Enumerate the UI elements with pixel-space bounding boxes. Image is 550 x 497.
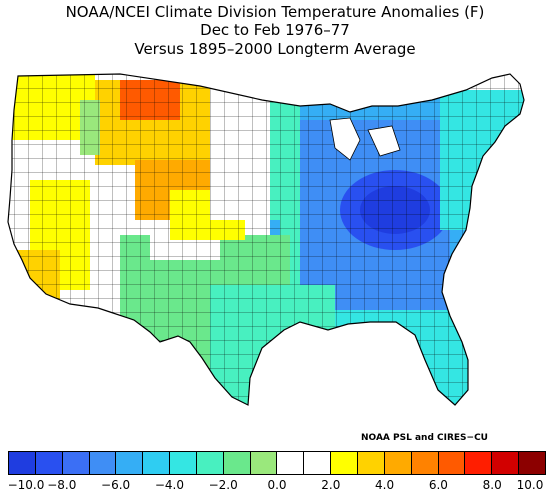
colorbar-swatch [357,452,385,474]
colorbar-swatch [438,452,466,474]
colorbar-tick-label: −8.0 [47,478,77,492]
colorbar-tick-label: −10.0 [7,478,45,492]
colorbar-swatch [89,452,117,474]
colorbar-swatch [116,452,144,474]
colorbar [8,451,546,475]
colorbar-ticks: −10.0 −8.0 −6.0 −4.0 −2.0 0.0 2.0 4.0 6.0 8.0 10.0 [8,478,546,494]
colorbar-swatch [277,452,305,474]
colorbar-swatch [143,452,171,474]
colorbar-tick-label: −4.0 [154,478,184,492]
colorbar-tick-label: 10.0 [516,478,544,492]
colorbar-swatch [465,452,493,474]
colorbar-swatch [492,452,520,474]
colorbar-swatch [35,452,63,474]
title-line-3: Versus 1895–2000 Longterm Average [134,40,416,58]
colorbar-tick-label: −6.0 [101,478,131,492]
colorbar-swatch [519,452,545,474]
colorbar-tick-label: 2.0 [321,478,341,492]
colorbar-tick-label: −2.0 [208,478,238,492]
colorbar-swatch [411,452,439,474]
colorbar-swatch [250,452,278,474]
colorbar-swatch [196,452,224,474]
colorbar-tick-label: 6.0 [428,478,448,492]
colorbar-swatch [304,452,332,474]
lake-huron [367,125,401,157]
title-line-1: NOAA/NCEI Climate Division Temperature A… [65,3,485,21]
colorbar-tick-label: 8.0 [482,478,502,492]
title-line-2: Dec to Feb 1976–77 [200,21,350,39]
colorbar-swatch [223,452,251,474]
colorbar-swatch [62,452,90,474]
colorbar-tick-label: 0.0 [267,478,287,492]
us-outline [7,73,525,406]
colorbar-swatch [384,452,412,474]
lake-michigan [329,117,361,161]
colorbar-swatch [170,452,197,474]
colorbar-tick-label: 4.0 [375,478,395,492]
us-anomaly-map [7,73,525,406]
colorbar-swatch [331,452,358,474]
colorbar-swatch [9,452,36,474]
credit-label: NOAA PSL and CIRES−CU [361,433,488,443]
